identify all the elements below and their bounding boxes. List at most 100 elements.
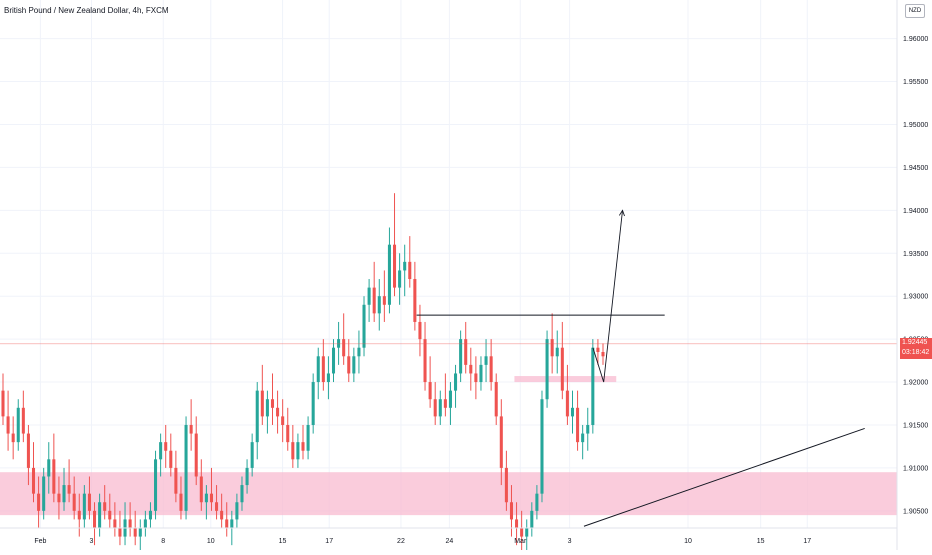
candle-body (255, 390, 259, 443)
candle-body (148, 510, 152, 520)
candle-body (362, 304, 366, 348)
x-tick-label: 17 (325, 538, 333, 545)
x-tick-label: 3 (568, 538, 572, 545)
candle-body (565, 390, 569, 417)
candle-body (601, 352, 605, 357)
candle-body (118, 528, 122, 537)
candle-layer (1, 193, 605, 554)
x-tick-label: 8 (161, 538, 165, 545)
trend-line (583, 427, 865, 527)
candle-body (509, 502, 513, 520)
candle-body (489, 356, 493, 383)
candle-body (209, 493, 213, 503)
candle-body (52, 459, 56, 494)
last-price-countdown: 03:18:42 (902, 348, 930, 356)
candle-body (311, 382, 315, 425)
currency-badge[interactable]: NZD (905, 4, 925, 18)
candle-body (515, 519, 519, 528)
support-zone (514, 376, 617, 383)
candle-body (337, 339, 341, 348)
candle-body (87, 493, 91, 511)
support-zone (0, 472, 897, 516)
candle-body (560, 347, 564, 391)
candle-body (57, 493, 61, 503)
candle-body (372, 287, 376, 314)
y-tick-label: 1.92000 (903, 380, 928, 387)
candle-body (225, 519, 229, 528)
candle-body (240, 485, 244, 503)
candle-body (454, 373, 458, 391)
candle-body (342, 339, 346, 357)
y-tick-label: 1.93500 (903, 251, 928, 258)
candle-body (448, 390, 452, 408)
candle-body (484, 356, 488, 365)
candle-body (377, 296, 381, 314)
x-tick-label: 15 (757, 538, 765, 545)
candle-body (1, 390, 5, 417)
candle-body (204, 493, 208, 503)
grid-layer (0, 0, 897, 528)
candle-body (357, 347, 361, 357)
x-tick-label: 3 (90, 538, 94, 545)
candle-body (215, 502, 219, 511)
x-tick-label: 10 (684, 538, 692, 545)
candle-body (367, 287, 371, 305)
candle-body (276, 407, 280, 417)
candle-body (37, 493, 41, 511)
candle-body (270, 399, 275, 408)
candle-body (6, 416, 10, 434)
candle-body (591, 347, 595, 425)
y-tick-label: 1.96000 (903, 36, 928, 43)
candle-body (184, 424, 188, 511)
candle-body (306, 424, 310, 451)
candle-body (265, 399, 269, 417)
candle-body (443, 399, 447, 408)
candle-body (31, 467, 36, 494)
candle-body (499, 416, 503, 468)
candle-body (423, 339, 427, 383)
candle-body (352, 356, 356, 374)
candle-body (530, 510, 534, 528)
candle-body (169, 450, 173, 468)
x-tick-label: Mar (514, 538, 527, 545)
candle-body (494, 382, 498, 417)
candle-body (291, 442, 295, 460)
candle-body (138, 528, 142, 537)
y-tick-label: 1.90500 (903, 508, 928, 515)
candle-body (331, 347, 336, 374)
candle-body (525, 528, 529, 537)
candle-body (326, 373, 330, 383)
y-tick-label: 1.93000 (903, 294, 928, 301)
candle-body (108, 510, 112, 520)
candle-body (164, 442, 168, 451)
candle-body (316, 356, 320, 383)
candle-body (586, 424, 590, 434)
candle-body (11, 433, 15, 443)
candle-body (418, 321, 422, 340)
candle-body (159, 442, 163, 460)
candle-body (413, 279, 417, 322)
x-tick-label: 24 (445, 538, 453, 545)
candle-body (387, 244, 391, 305)
x-tick-label: 10 (207, 538, 215, 545)
candle-body (179, 493, 183, 511)
candle-body (143, 519, 147, 528)
zone-layer (0, 376, 897, 516)
candle-body (21, 407, 25, 434)
candle-body (72, 493, 76, 511)
candle-body (555, 347, 559, 357)
candle-body (504, 467, 508, 503)
candle-body (393, 244, 397, 288)
y-tick-label: 1.95000 (903, 122, 928, 129)
candle-body (520, 528, 524, 537)
candle-body (230, 519, 234, 528)
candle-body (296, 442, 300, 460)
candle-body (286, 424, 290, 443)
candle-body (133, 528, 137, 537)
candle-body (67, 485, 71, 494)
candle-body (596, 347, 600, 352)
candle-body (26, 433, 30, 468)
candle-body (347, 356, 351, 374)
